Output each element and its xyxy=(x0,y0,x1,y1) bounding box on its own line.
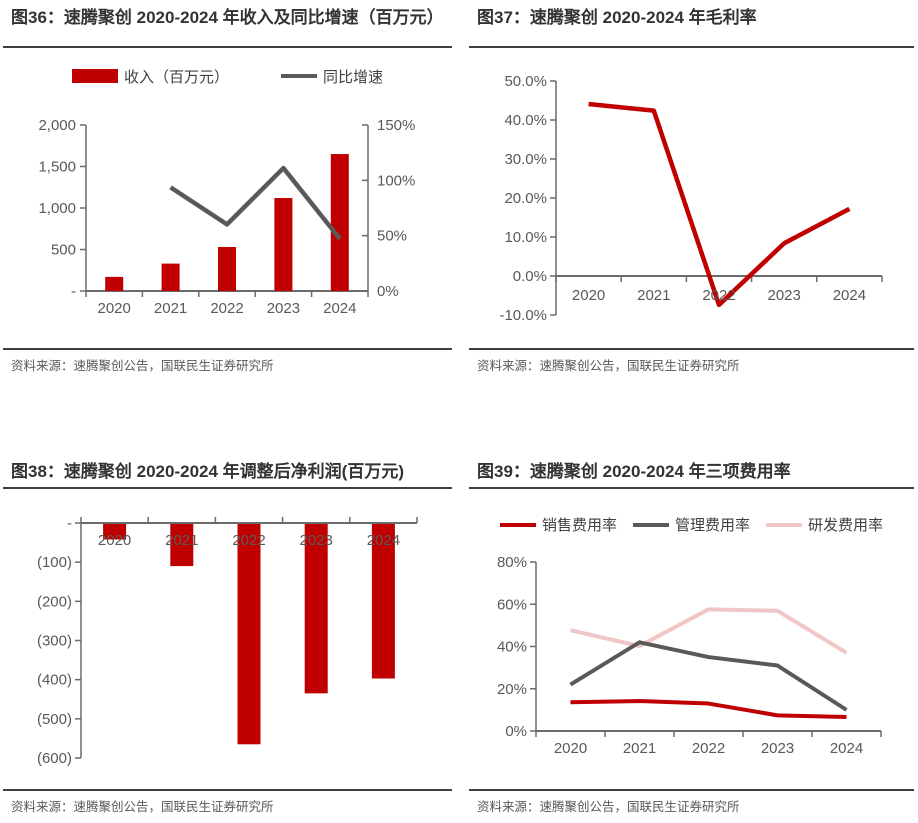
legend-item-yoy-growth: 同比增速 xyxy=(281,66,383,87)
svg-text:0%: 0% xyxy=(377,283,399,300)
svg-text:20%: 20% xyxy=(497,680,527,697)
svg-text:100%: 100% xyxy=(377,172,415,189)
svg-text:2020: 2020 xyxy=(572,287,605,304)
svg-text:60%: 60% xyxy=(497,596,527,613)
yoy-growth-legend-label: 同比增速 xyxy=(323,68,384,86)
svg-text:2020: 2020 xyxy=(554,740,587,757)
svg-text:0%: 0% xyxy=(505,723,527,740)
svg-text:80%: 80% xyxy=(497,554,527,571)
svg-text:2024: 2024 xyxy=(323,300,356,317)
figure-38-adjusted-net-profit: 图38：速腾聚创 2020-2024 年调整后净利润(百万元) - (100) (2… xyxy=(3,462,452,815)
svg-text:-: - xyxy=(67,515,72,532)
svg-text:(400): (400) xyxy=(37,671,72,688)
svg-text:1,000: 1,000 xyxy=(38,200,76,217)
svg-text:2024: 2024 xyxy=(833,287,866,304)
figure-37-title: 图37：速腾聚创 2020-2024 年毛利率 xyxy=(469,8,914,48)
svg-text:(200): (200) xyxy=(37,593,72,610)
figure-36-source: 资料来源：速腾聚创公告，国联民生证券研究所 xyxy=(3,348,452,374)
svg-text:2023: 2023 xyxy=(761,740,794,757)
figure-39-expense-ratios: 图39：速腾聚创 2020-2024 年三项费用率 销售费用率 管理费用率 研发… xyxy=(469,462,914,815)
svg-text:2021: 2021 xyxy=(637,287,670,304)
svg-text:(100): (100) xyxy=(37,554,72,571)
figure-36-revenue-growth: 图36：速腾聚创 2020-2024 年收入及同比增速（百万元） 收入（百万元）… xyxy=(3,8,452,374)
svg-text:10.0%: 10.0% xyxy=(504,229,547,246)
svg-text:50%: 50% xyxy=(377,228,407,245)
svg-text:(600): (600) xyxy=(37,750,72,767)
sales-expense-line-swatch xyxy=(499,522,536,527)
figure-37-gross-margin: 图37：速腾聚创 2020-2024 年毛利率 -10.0% 0.0% 10.0% 2… xyxy=(469,8,914,374)
adjusted-net-profit-chart: - (100) (200) (300) (400) (500) (600) 2020 2021 2… xyxy=(37,515,418,767)
svg-text:2023: 2023 xyxy=(768,287,801,304)
svg-text:2021: 2021 xyxy=(154,300,187,317)
svg-text:30.0%: 30.0% xyxy=(504,151,547,168)
svg-text:2023: 2023 xyxy=(267,300,300,317)
svg-text:2024: 2024 xyxy=(367,532,400,549)
svg-text:-: - xyxy=(71,283,76,300)
figure-36-legend: 收入（百万元） 同比增速 xyxy=(3,66,452,86)
rd-expense-line-swatch xyxy=(766,522,802,527)
expense-ratios-chart: 0% 20% 40% 60% 80% 2020 2021 2022 2023 2024 xyxy=(497,554,882,757)
svg-text:2,000: 2,000 xyxy=(38,117,76,134)
revenue-legend-label: 收入（百万元） xyxy=(123,68,229,86)
svg-text:2023: 2023 xyxy=(300,532,333,549)
figure-39-source: 资料来源：速腾聚创公告，国联民生证券研究所 xyxy=(469,789,914,815)
figure-38-title: 图38：速腾聚创 2020-2024 年调整后净利润(百万元) xyxy=(3,462,452,489)
svg-text:150%: 150% xyxy=(377,117,415,134)
figure-38-source: 资料来源：速腾聚创公告，国联民生证券研究所 xyxy=(3,789,452,815)
gross-margin-chart: -10.0% 0.0% 10.0% 20.0% 30.0% 40.0% 50.0% 2020 2… xyxy=(499,73,883,324)
svg-text:1,500: 1,500 xyxy=(38,159,76,176)
legend-item-revenue: 收入（百万元） xyxy=(71,66,229,87)
sales-expense-legend-label: 销售费用率 xyxy=(541,517,617,535)
svg-text:40.0%: 40.0% xyxy=(504,112,547,129)
svg-text:50.0%: 50.0% xyxy=(504,73,547,90)
figure-39-title: 图39：速腾聚创 2020-2024 年三项费用率 xyxy=(469,462,914,489)
svg-text:2020: 2020 xyxy=(98,532,131,549)
figure-39-legend: 销售费用率 管理费用率 研发费用率 xyxy=(469,515,914,535)
revenue-bar-swatch xyxy=(71,69,118,83)
revenue-and-growth-chart: - 500 1,000 1,500 2,000 0% 50% 100% 150% 2020 2021… xyxy=(38,117,415,317)
svg-text:500: 500 xyxy=(51,242,76,259)
svg-text:(500): (500) xyxy=(37,711,72,728)
figure-36-title: 图36：速腾聚创 2020-2024 年收入及同比增速（百万元） xyxy=(3,8,452,48)
admin-expense-line-swatch xyxy=(632,522,669,527)
svg-text:2021: 2021 xyxy=(165,532,198,549)
svg-text:(300): (300) xyxy=(37,632,72,649)
rd-expense-legend-label: 研发费用率 xyxy=(808,517,884,535)
legend-item-rd-expense: 研发费用率 xyxy=(766,514,883,535)
figure-37-source: 资料来源：速腾聚创公告，国联民生证券研究所 xyxy=(469,348,914,374)
svg-text:0.0%: 0.0% xyxy=(513,268,547,285)
svg-text:2022: 2022 xyxy=(692,740,725,757)
svg-text:2021: 2021 xyxy=(623,740,656,757)
legend-item-sales-expense: 销售费用率 xyxy=(499,514,617,535)
svg-text:2024: 2024 xyxy=(830,740,863,757)
svg-text:40%: 40% xyxy=(497,638,527,655)
svg-text:2022: 2022 xyxy=(702,287,735,304)
admin-expense-legend-label: 管理费用率 xyxy=(674,517,750,535)
svg-text:20.0%: 20.0% xyxy=(504,190,547,207)
svg-text:-10.0%: -10.0% xyxy=(499,307,547,324)
svg-text:2022: 2022 xyxy=(210,300,243,317)
svg-text:2022: 2022 xyxy=(232,532,265,549)
legend-item-admin-expense: 管理费用率 xyxy=(632,514,750,535)
svg-text:2020: 2020 xyxy=(98,300,131,317)
yoy-growth-line-swatch xyxy=(281,74,317,78)
